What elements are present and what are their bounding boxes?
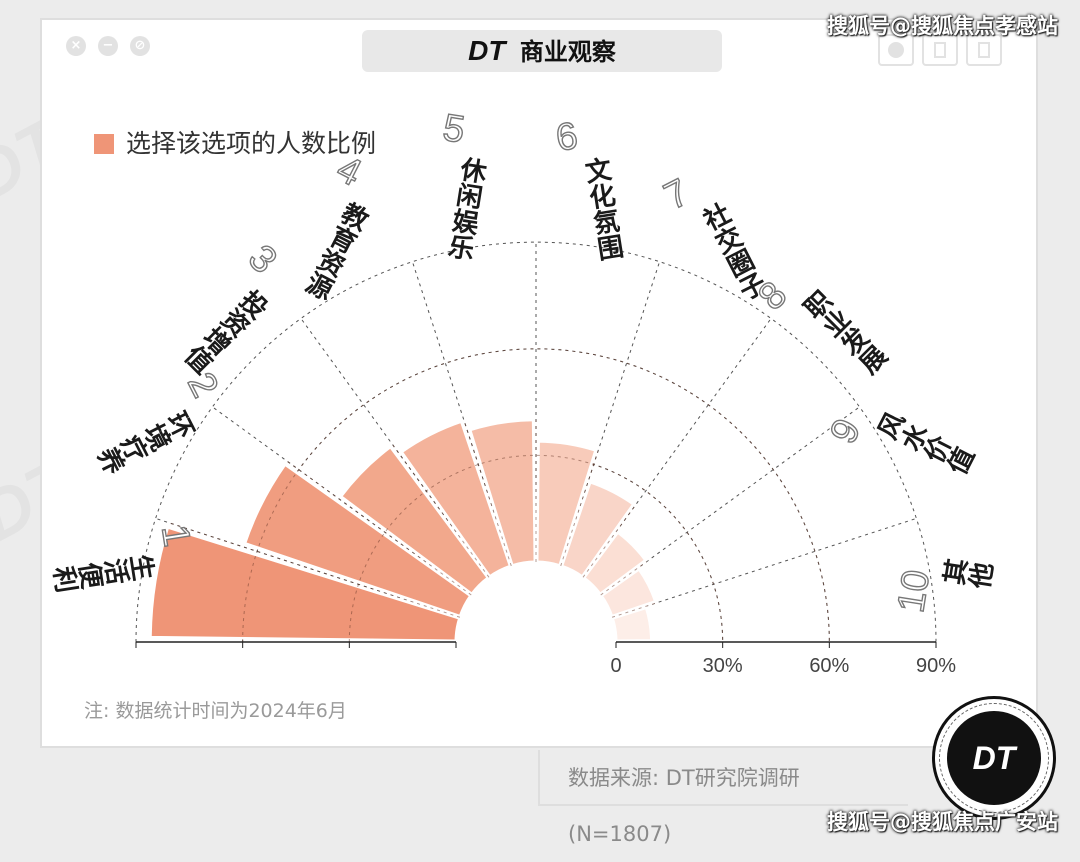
legend-label: 选择该选项的人数比例 bbox=[126, 129, 377, 158]
page-title: 商业观察 bbox=[519, 38, 616, 66]
record-icon[interactable] bbox=[878, 34, 914, 66]
category-label-char: 围 bbox=[596, 232, 626, 266]
title-bar-pill: DT 商业观察 bbox=[362, 30, 722, 72]
grid-spoke bbox=[611, 517, 917, 618]
bar-8 bbox=[581, 530, 648, 597]
footnote: 注: 数据统计时间为2024年6月 bbox=[84, 700, 347, 722]
grid-spoke-overlay bbox=[600, 561, 648, 596]
category-label-char: 化 bbox=[587, 181, 617, 215]
minimize-icon[interactable]: − bbox=[98, 36, 118, 56]
category-rank: 3 bbox=[240, 237, 285, 282]
category-label-char: 生 bbox=[124, 552, 158, 582]
watermark-bottom: 搜狐号@搜狐焦点广安站 bbox=[827, 810, 1058, 834]
dt-badge: DT bbox=[932, 696, 1056, 820]
watermark-top: 搜狐号@搜狐焦点孝感站 bbox=[827, 14, 1058, 38]
grid-spoke bbox=[582, 318, 772, 578]
dt-logo: DT bbox=[468, 35, 506, 66]
bar-3 bbox=[338, 444, 491, 597]
bar-4 bbox=[399, 419, 513, 579]
grid-spoke-overlay bbox=[168, 522, 461, 618]
dt-badge-logo: DT bbox=[947, 711, 1041, 805]
bar-6 bbox=[535, 439, 598, 568]
category-label-char: 氛 bbox=[592, 206, 622, 240]
category-label-char: 便 bbox=[73, 560, 107, 591]
category-label-char: 利 bbox=[47, 565, 81, 595]
tick-label: 0 bbox=[610, 655, 621, 677]
category-label-10: 10 其他 bbox=[889, 556, 999, 616]
center-hole bbox=[456, 642, 616, 722]
tick-label: 60% bbox=[809, 655, 849, 677]
grid-spoke-overlay bbox=[582, 505, 636, 578]
grid-spoke-overlay bbox=[286, 460, 472, 596]
chart-legend: 选择该选项的人数比例 bbox=[94, 128, 376, 160]
category-rank: 6 bbox=[553, 115, 580, 160]
bar-9 bbox=[599, 566, 658, 619]
bar-2 bbox=[242, 462, 473, 619]
category-rank: 7 bbox=[658, 171, 696, 218]
bar-1 bbox=[148, 525, 462, 643]
close-icon[interactable]: × bbox=[66, 36, 86, 56]
grid-spoke bbox=[411, 261, 512, 567]
category-label-char: 闲 bbox=[454, 181, 484, 215]
category-label-char: 文 bbox=[583, 154, 615, 189]
category-rank: 4 bbox=[330, 148, 368, 195]
grid-spoke-overlay bbox=[560, 450, 599, 567]
window-icon[interactable] bbox=[966, 34, 1002, 66]
tick-label: 30% bbox=[703, 655, 743, 677]
grid-spoke-overlay bbox=[463, 420, 512, 567]
grid-spoke bbox=[560, 261, 661, 567]
grid-ring bbox=[135, 241, 937, 643]
grid-spoke-overlay bbox=[611, 602, 657, 618]
grid-spoke bbox=[600, 406, 860, 596]
category-rank: 5 bbox=[440, 107, 467, 152]
bar-7 bbox=[559, 480, 636, 579]
legend-swatch bbox=[94, 134, 114, 154]
disable-icon[interactable]: ⊘ bbox=[130, 36, 150, 56]
bar-10 bbox=[610, 605, 654, 643]
category-rank: 10 bbox=[890, 567, 938, 615]
category-label-char: 他 bbox=[965, 560, 999, 591]
category-label-char: 娱 bbox=[450, 206, 481, 240]
tick-label: 90% bbox=[916, 655, 956, 677]
category-rank: 9 bbox=[822, 412, 869, 450]
window-titlebar: × − ⊘ DT 商业观察 bbox=[42, 20, 1036, 72]
category-label-char: 休 bbox=[457, 155, 489, 189]
grid-spoke bbox=[300, 318, 490, 578]
data-source: 数据来源: DT研究院调研 (N=1807) bbox=[538, 750, 908, 846]
category-label-char: 乐 bbox=[446, 232, 476, 266]
category-label-char: 其 bbox=[940, 556, 974, 586]
category-label-char: 活 bbox=[98, 556, 132, 586]
grid-spoke bbox=[212, 406, 472, 596]
window-icon[interactable] bbox=[922, 34, 958, 66]
